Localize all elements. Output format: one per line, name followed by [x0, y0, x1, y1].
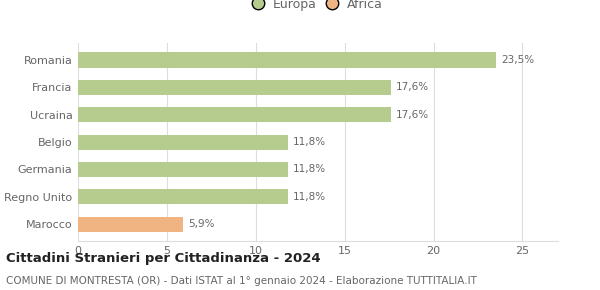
Text: 5,9%: 5,9%	[188, 219, 215, 229]
Text: 11,8%: 11,8%	[293, 164, 326, 175]
Bar	[78, 107, 391, 122]
Bar	[78, 217, 183, 232]
Bar	[78, 52, 496, 68]
Text: COMUNE DI MONTRESTA (OR) - Dati ISTAT al 1° gennaio 2024 - Elaborazione TUTTITAL: COMUNE DI MONTRESTA (OR) - Dati ISTAT al…	[6, 276, 477, 285]
Text: 23,5%: 23,5%	[501, 55, 534, 65]
Bar	[78, 135, 288, 150]
Text: Cittadini Stranieri per Cittadinanza - 2024: Cittadini Stranieri per Cittadinanza - 2…	[6, 252, 320, 265]
Bar	[78, 189, 288, 204]
Text: 11,8%: 11,8%	[293, 192, 326, 202]
Text: 11,8%: 11,8%	[293, 137, 326, 147]
Text: 17,6%: 17,6%	[396, 110, 430, 120]
Legend: Europa, Africa: Europa, Africa	[250, 0, 386, 15]
Bar	[78, 162, 288, 177]
Bar	[78, 80, 391, 95]
Text: 17,6%: 17,6%	[396, 82, 430, 92]
